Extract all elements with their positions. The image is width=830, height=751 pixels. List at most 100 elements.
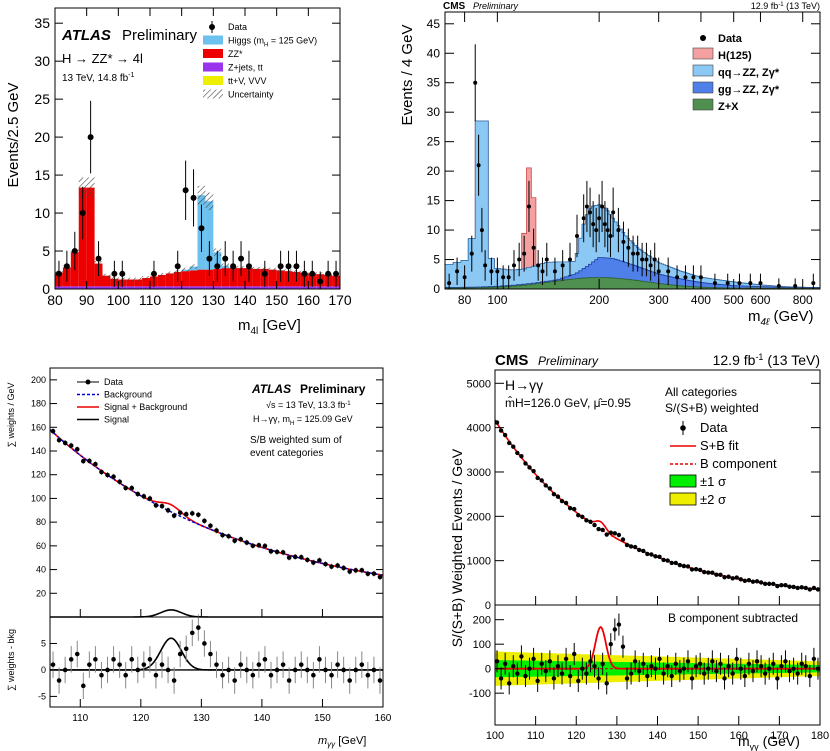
data-point [377,574,383,580]
data-point [189,511,195,516]
residual-point [807,673,813,679]
residual-point [750,668,756,674]
residual-point [771,661,776,666]
cms-gg-process: H→γγ [505,377,543,393]
residual-point [685,659,691,664]
data-point [494,420,500,425]
data-point [714,572,719,577]
residual-point [153,672,159,678]
data-point [631,251,636,256]
cms-gg-subtract-note: B component subtracted [668,611,798,625]
data-point [190,194,197,201]
x-tick-label: 120 [567,730,585,742]
residual-point [226,667,231,673]
residual-point [129,657,135,662]
residual-point [718,661,723,666]
residual-point [645,673,650,679]
data-point [791,584,796,590]
bar-zjetstt [150,286,158,289]
x-tick-label: 150 [265,292,289,308]
residual-point [262,657,268,662]
data-point [592,522,597,528]
data-point [600,204,605,209]
residual-point [592,664,597,669]
cms-gg-lumi: 12.9 fb-1 (13 TeV) [713,352,820,368]
data-point [640,257,645,262]
data-point [712,281,717,286]
residual-point [738,666,743,671]
data-point [807,587,813,592]
residual-point [359,662,365,667]
uncertainty-band [126,277,135,282]
x-tick-label: 600 [750,293,770,307]
residual-point [620,644,626,649]
data-point [182,187,189,194]
data-point [572,506,577,512]
x-tick-label: 110 [72,713,88,724]
uncertainty-band [197,185,206,205]
atlas-4l-plot-area [55,100,340,289]
data-point [706,570,711,575]
legend-label: Signal + Background [104,402,187,412]
data-point [515,450,520,456]
data-point [280,550,286,555]
y-tick-bottom-label: -5 [38,691,46,701]
residual-point [147,657,153,662]
data-point [596,526,601,532]
data-point [522,251,527,256]
bar-zz [142,277,150,287]
data-point [653,554,658,559]
residual-point [494,659,500,664]
data-point [198,225,205,232]
residual-point [543,668,548,674]
data-point [206,255,213,262]
data-point [183,511,189,517]
data-point [250,543,256,549]
bar-zjetstt [118,286,127,289]
y-tick-label: 3000 [467,467,491,479]
residual-point [105,667,110,673]
legend-label-text: Z+jets, tt [228,63,263,73]
data-point [656,269,661,274]
data-point [783,582,788,588]
residual-point [305,667,310,673]
atlas-gg-ylabel-bottom: ∑ weights - bkg [6,629,16,691]
data-point [795,585,800,591]
data-point [689,567,695,572]
cms-gg-xlabel: mγγ (GeV) [738,733,800,751]
residual-point [799,661,804,666]
data-point [129,485,135,491]
data-point [536,263,541,268]
data-point [584,518,589,523]
residual-point [730,671,735,676]
data-point [335,563,340,568]
data-point [605,228,610,233]
bar-zz [252,268,261,287]
residual-point [498,676,504,681]
legend-label: Data [104,377,123,387]
data-point [222,255,229,262]
data-point [635,251,640,256]
data-point [710,570,715,575]
residual-point [323,667,328,673]
data-point [637,547,642,553]
panel-atlas-4l: 80 90 100 110 120 130 140 150 160 170 0 5 10 15 20 25 30… [5,7,352,337]
y-tick-label: 200 [31,375,46,385]
data-point [677,562,683,568]
residual-point [531,656,536,662]
residual-point [722,676,727,681]
cms-gg-status: Preliminary [538,354,599,368]
data-point [62,440,68,446]
data-point [135,491,141,497]
residual-point [742,673,748,679]
data-point [245,263,252,270]
cms-4l-experiment: CMS [443,1,466,12]
residual-point [502,661,508,666]
x-tick-label: 180 [811,730,829,742]
cms-gg-cat1: All categories [665,385,737,399]
data-point [202,518,207,524]
bar-zz [126,279,135,287]
x-tick-label: 110 [527,730,545,742]
data-point [285,263,292,270]
data-point [725,281,730,286]
